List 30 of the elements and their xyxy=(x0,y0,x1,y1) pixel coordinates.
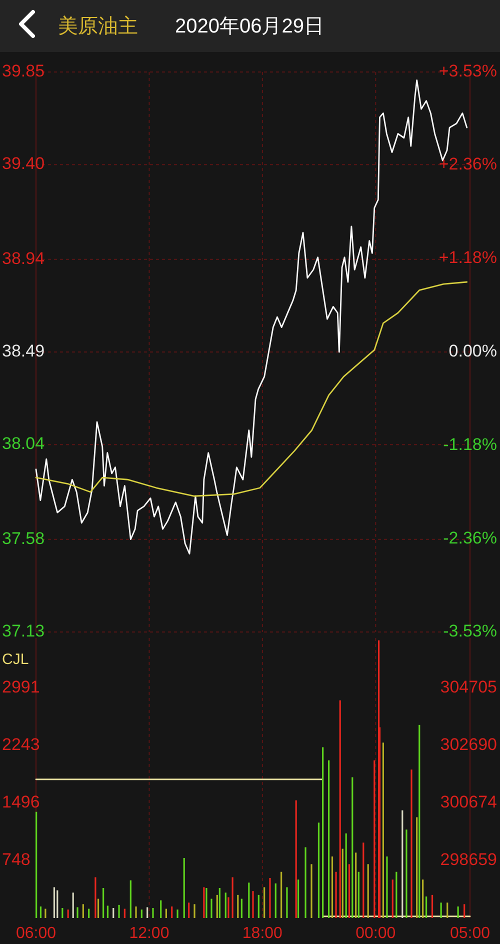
y2-tick-label: 304705 xyxy=(440,677,497,696)
chart-subtitle: 2020年06月29日 xyxy=(175,15,324,38)
x-tick-label: 12:00 xyxy=(129,925,170,942)
y-tick-label: 2991 xyxy=(2,677,40,696)
y2-tick-label: +3.53% xyxy=(438,61,497,80)
y-tick-label: 1496 xyxy=(2,792,40,812)
text: CJL xyxy=(2,650,29,668)
y2-tick-label: +1.18% xyxy=(438,248,497,267)
x-tick-label: 06:00 xyxy=(16,925,56,942)
x-tick-label: 18:00 xyxy=(242,925,283,942)
y-tick-label: 37.58 xyxy=(2,528,45,548)
y2-tick-label: -3.53% xyxy=(443,621,497,640)
x-tick-label: 05:00 xyxy=(450,925,490,942)
y-tick-label: 38.04 xyxy=(2,434,45,454)
x-tick-label: 00:00 xyxy=(356,925,396,942)
y-tick-label: 2243 xyxy=(2,734,40,754)
y-tick-label: 38.49 xyxy=(2,341,45,360)
y-tick-label: 39.85 xyxy=(2,61,45,80)
y-tick-label: 748 xyxy=(2,850,30,869)
y2-tick-label: 302690 xyxy=(440,734,497,754)
y-tick-label: 39.40 xyxy=(2,154,45,174)
y2-tick-label: -1.18% xyxy=(443,435,497,454)
y2-tick-label: -2.36% xyxy=(443,528,497,548)
chart-title: 美原油主 xyxy=(58,14,138,38)
y2-tick-label: 298659 xyxy=(440,850,497,869)
y-tick-label: 38.94 xyxy=(2,248,45,268)
y2-tick-label: +2.36% xyxy=(438,154,497,174)
y-tick-label: 37.13 xyxy=(2,621,45,640)
y2-tick-label: 0.00% xyxy=(448,341,497,360)
y2-tick-label: 300674 xyxy=(440,792,497,812)
